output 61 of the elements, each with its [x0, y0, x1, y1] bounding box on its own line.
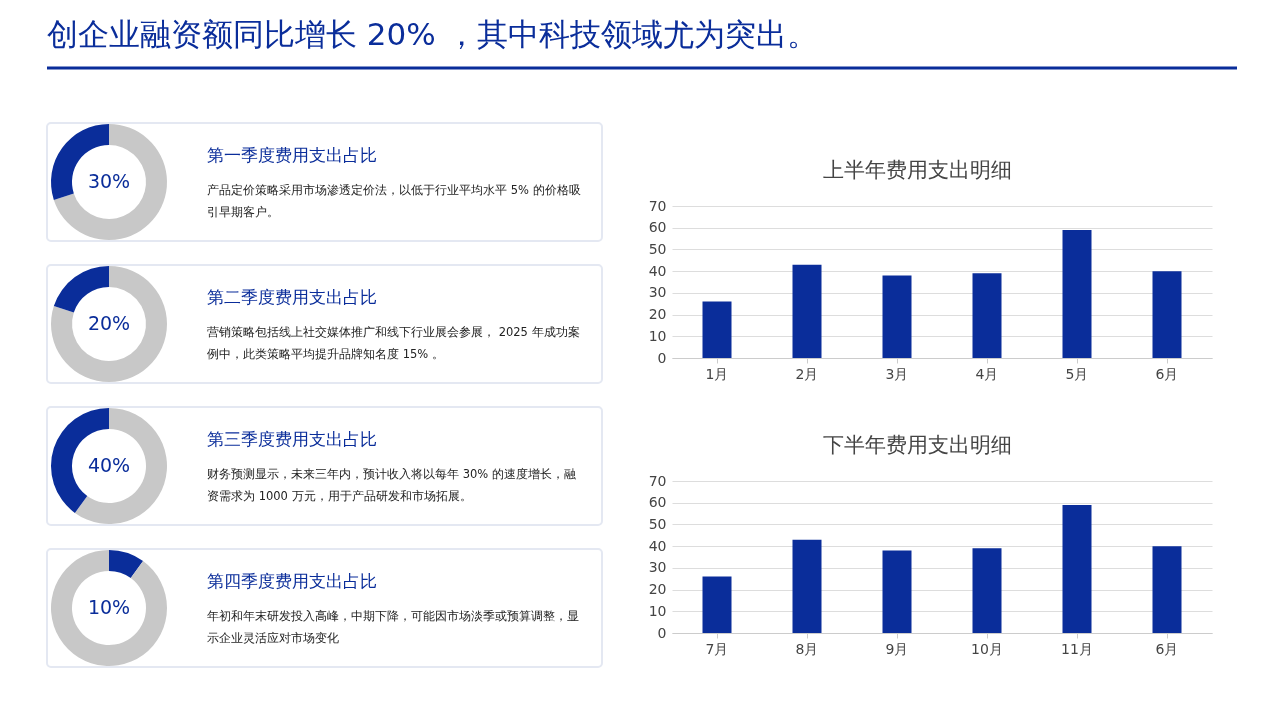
bar — [1062, 229, 1092, 358]
data-label: 30% — [87, 170, 131, 192]
y-tick-label: 40 — [648, 262, 667, 279]
donut-slice — [53, 266, 109, 313]
y-tick-label: 20 — [648, 581, 667, 598]
x-tick-label: 10月 — [971, 640, 1003, 657]
data-label: 40% — [87, 454, 131, 476]
y-tick-label: 30 — [648, 559, 667, 576]
text: 营销策略包括线上社交媒体推广和线下行业展会参展， 2025 年成功案例中，此类策略平均提升品牌知名度 15% 。 — [207, 325, 580, 361]
text: 年初和年末研发投入高峰，中期下降，可能因市场淡季或预算调整，显示企业灵活应对市场变化 — [207, 609, 579, 645]
donut-slice — [74, 408, 167, 524]
bar — [972, 548, 1002, 633]
y-tick-label: 50 — [648, 515, 667, 532]
donut-slice — [53, 124, 167, 240]
text: 第三季度费用支出占比 — [207, 429, 377, 449]
x-tick-label: 5月 — [1065, 365, 1089, 382]
text: 第二季度费用支出占比 — [207, 287, 377, 307]
donut-slice — [109, 550, 144, 579]
x-tick-label: 4月 — [975, 365, 999, 382]
text: 第一季度费用支出占比 — [207, 145, 377, 165]
y-tick-label: 10 — [648, 602, 667, 619]
text: 财务预测显示，未来三年内，预计收入将以每年 30% 的速度增长，融资需求为 1000 万元，用于产品研发和市场拓展。 — [207, 467, 576, 503]
y-tick-label: 70 — [648, 472, 667, 489]
bar — [1152, 546, 1182, 633]
bar — [702, 576, 732, 633]
x-tick-label: 11月 — [1061, 640, 1093, 657]
y-tick-label: 10 — [648, 327, 667, 344]
y-tick-label: 40 — [648, 537, 667, 554]
y-tick-label: 0 — [657, 624, 667, 641]
donut-slice — [51, 266, 167, 382]
bar — [702, 301, 732, 358]
y-tick-label: 60 — [648, 494, 667, 511]
x-tick-label: 2月 — [795, 365, 819, 382]
x-tick-label: 8月 — [795, 640, 819, 657]
chart-title: 下半年费用支出明细 — [822, 433, 1012, 457]
data-label: 20% — [87, 312, 131, 334]
chart-title: 上半年费用支出明细 — [822, 158, 1012, 182]
y-tick-label: 60 — [648, 219, 667, 236]
x-tick-label: 6月 — [1155, 640, 1179, 657]
y-tick-label: 30 — [648, 284, 667, 301]
y-tick-label: 20 — [648, 306, 667, 323]
y-tick-label: 0 — [657, 349, 667, 366]
x-tick-label: 1月 — [705, 365, 729, 382]
text: 第四季度费用支出占比 — [207, 571, 377, 591]
x-tick-label: 6月 — [1155, 365, 1179, 382]
bar — [972, 273, 1002, 358]
x-tick-label: 9月 — [885, 640, 909, 657]
bar — [792, 539, 822, 633]
y-tick-label: 50 — [648, 240, 667, 257]
bar — [882, 550, 912, 633]
x-tick-label: 3月 — [885, 365, 909, 382]
text: 产品定价策略采用市场渗透定价法，以低于行业平均水平 5% 的价格吸引早期客户。 — [207, 183, 581, 219]
y-tick-label: 70 — [648, 197, 667, 214]
x-tick-label: 7月 — [705, 640, 729, 657]
donut-slice — [51, 550, 167, 666]
bar — [882, 275, 912, 358]
bar — [792, 264, 822, 358]
data-label: 10% — [87, 596, 131, 618]
bar — [1062, 504, 1092, 633]
bar — [1152, 271, 1182, 358]
text: 创企业融资额同比增长 20% ，其中科技领域尤为突出。 — [47, 16, 818, 52]
